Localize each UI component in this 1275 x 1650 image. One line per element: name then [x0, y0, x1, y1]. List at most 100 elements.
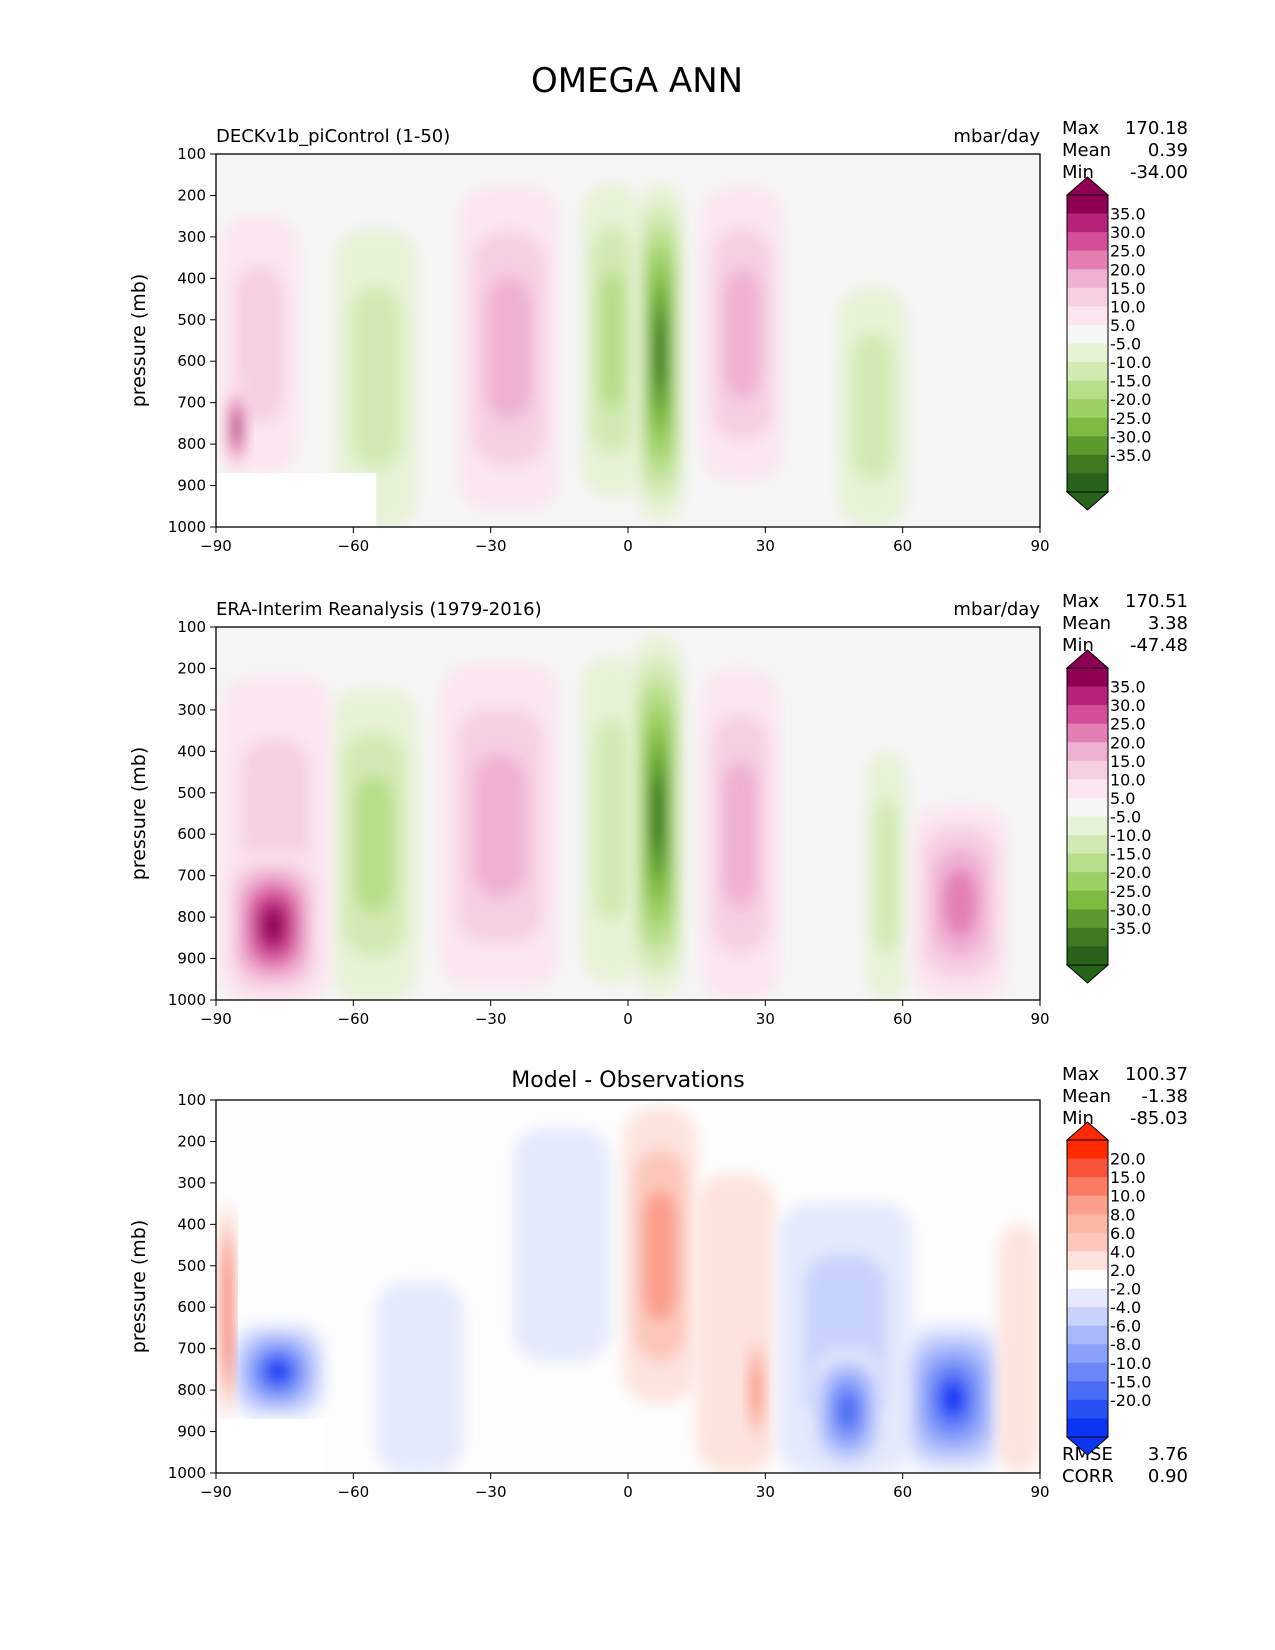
- colorbar-swatch: [1067, 1325, 1108, 1345]
- y-tick-label: 300: [177, 228, 206, 246]
- contour-region: [701, 668, 780, 1000]
- colorbar: 20.015.010.08.06.04.02.0-2.0-4.0-6.0-8.0…: [1065, 1121, 1151, 1456]
- contour-region: [866, 751, 908, 1000]
- colorbar-label: 35.0: [1110, 205, 1146, 224]
- colorbar-swatch: [1067, 890, 1108, 910]
- y-tick-label: 700: [177, 1340, 206, 1358]
- contour-level: [235, 265, 284, 424]
- colorbar-swatch: [1067, 343, 1108, 363]
- colorbar-label: -30.0: [1110, 427, 1151, 446]
- contour-level: [354, 775, 394, 914]
- contour-level: [593, 718, 631, 921]
- contour-region: [376, 1282, 464, 1473]
- contour-region: [637, 183, 683, 523]
- colorbar-swatch: [1067, 1214, 1108, 1234]
- colorbar-swatch: [1067, 1269, 1108, 1289]
- y-axis: 100 200 300 400 500 600 700 800 900 1000: [168, 145, 216, 536]
- contour-level: [752, 1368, 760, 1412]
- contour-level: [655, 317, 665, 389]
- stat-name: Max: [1062, 118, 1100, 139]
- stat-name: Max: [1062, 591, 1100, 612]
- x-tick-label: 60: [893, 1010, 912, 1028]
- colorbar-swatch: [1067, 742, 1108, 762]
- y-tick-label: 200: [177, 186, 206, 204]
- x-axis: −90 −60 −30 0 30 60 90: [200, 1473, 1050, 1501]
- stat-value: 170.51: [1125, 591, 1188, 612]
- y-tick-label: 400: [177, 742, 206, 760]
- x-tick-label: −30: [475, 537, 507, 555]
- colorbar-swatch: [1067, 909, 1108, 929]
- stat-value: -34.00: [1130, 162, 1188, 183]
- colorbar-swatch: [1067, 1362, 1108, 1382]
- y-axis-label: pressure (mb): [128, 274, 150, 408]
- colorbar-swatch: [1067, 380, 1108, 400]
- colorbar-label: -15.0: [1110, 1372, 1151, 1391]
- contour-level: [486, 276, 532, 421]
- y-tick-label: 100: [177, 618, 206, 636]
- colorbar-swatch: [1067, 946, 1108, 966]
- y-tick-label: 100: [177, 145, 206, 163]
- colorbar-swatch: [1067, 686, 1108, 706]
- contour-level: [473, 754, 527, 898]
- y-tick-label: 500: [177, 784, 206, 802]
- x-tick-label: 90: [1030, 1010, 1049, 1028]
- colorbar-swatch: [1067, 436, 1108, 456]
- colorbar-label: 10.0: [1110, 770, 1146, 789]
- y-tick-label: 200: [177, 1132, 206, 1150]
- x-tick-label: 30: [756, 537, 775, 555]
- contour-level: [998, 1224, 1040, 1473]
- y-tick-label: 900: [177, 477, 206, 495]
- contour-level: [267, 1361, 288, 1382]
- masked-region: [216, 473, 377, 527]
- colorbar-label: -25.0: [1110, 882, 1151, 901]
- y-tick-label: 800: [177, 908, 206, 926]
- metric-value: 0.90: [1148, 1466, 1188, 1487]
- y-tick-label: 500: [177, 311, 206, 329]
- contour-region: [513, 1129, 610, 1362]
- colorbar-swatch: [1067, 705, 1108, 725]
- x-axis: −90 −60 −30 0 30 60 90: [200, 1000, 1050, 1028]
- x-tick-label: −30: [475, 1010, 507, 1028]
- colorbar-label: 8.0: [1110, 1205, 1135, 1224]
- contour-region: [623, 1108, 697, 1403]
- colorbar-swatch: [1067, 723, 1108, 743]
- colorbar-frame: [1066, 667, 1109, 966]
- y-tick-label: 400: [177, 269, 206, 287]
- colorbar-swatch: [1067, 473, 1108, 493]
- y-tick-label: 900: [177, 950, 206, 968]
- contour-level: [643, 1190, 677, 1321]
- x-tick-label: 60: [893, 537, 912, 555]
- x-tick-label: 90: [1030, 537, 1049, 555]
- colorbar-label: 15.0: [1110, 1168, 1146, 1187]
- stat-value: -47.48: [1130, 635, 1188, 656]
- colorbar-swatch: [1067, 668, 1108, 688]
- stat-value: -85.03: [1130, 1108, 1188, 1129]
- contour-level: [225, 1288, 229, 1335]
- contour-level: [350, 285, 402, 470]
- contour-level: [598, 270, 626, 411]
- colorbar-swatch: [1067, 1232, 1108, 1252]
- panel-title: DECKv1b_piControl (1-50): [216, 126, 450, 147]
- y-tick-label: 100: [177, 1091, 206, 1109]
- y-tick-label: 500: [177, 1257, 206, 1275]
- stats-block: Max100.37Mean-1.38Min-85.03RMSE3.76CORR0…: [1062, 1064, 1188, 1487]
- colorbar-frame: [1066, 194, 1109, 493]
- colorbar-swatch: [1067, 250, 1108, 270]
- colorbar-label: -6.0: [1110, 1317, 1141, 1336]
- x-tick-label: −60: [338, 537, 370, 555]
- y-tick-label: 1000: [168, 518, 206, 536]
- colorbar-label: 25.0: [1110, 715, 1146, 734]
- colorbar-label: 25.0: [1110, 242, 1146, 261]
- stat-name: Mean: [1062, 140, 1111, 161]
- colorbar-label: -20.0: [1110, 390, 1151, 409]
- contour-region: [701, 187, 784, 482]
- colorbar-swatch: [1067, 760, 1108, 780]
- x-tick-label: −30: [475, 1483, 507, 1501]
- colorbar-label: -20.0: [1110, 863, 1151, 882]
- colorbar-frame: [1066, 1139, 1109, 1438]
- colorbar-label: 5.0: [1110, 316, 1135, 335]
- colorbar-label: 30.0: [1110, 223, 1146, 242]
- colorbar-label: -30.0: [1110, 900, 1151, 919]
